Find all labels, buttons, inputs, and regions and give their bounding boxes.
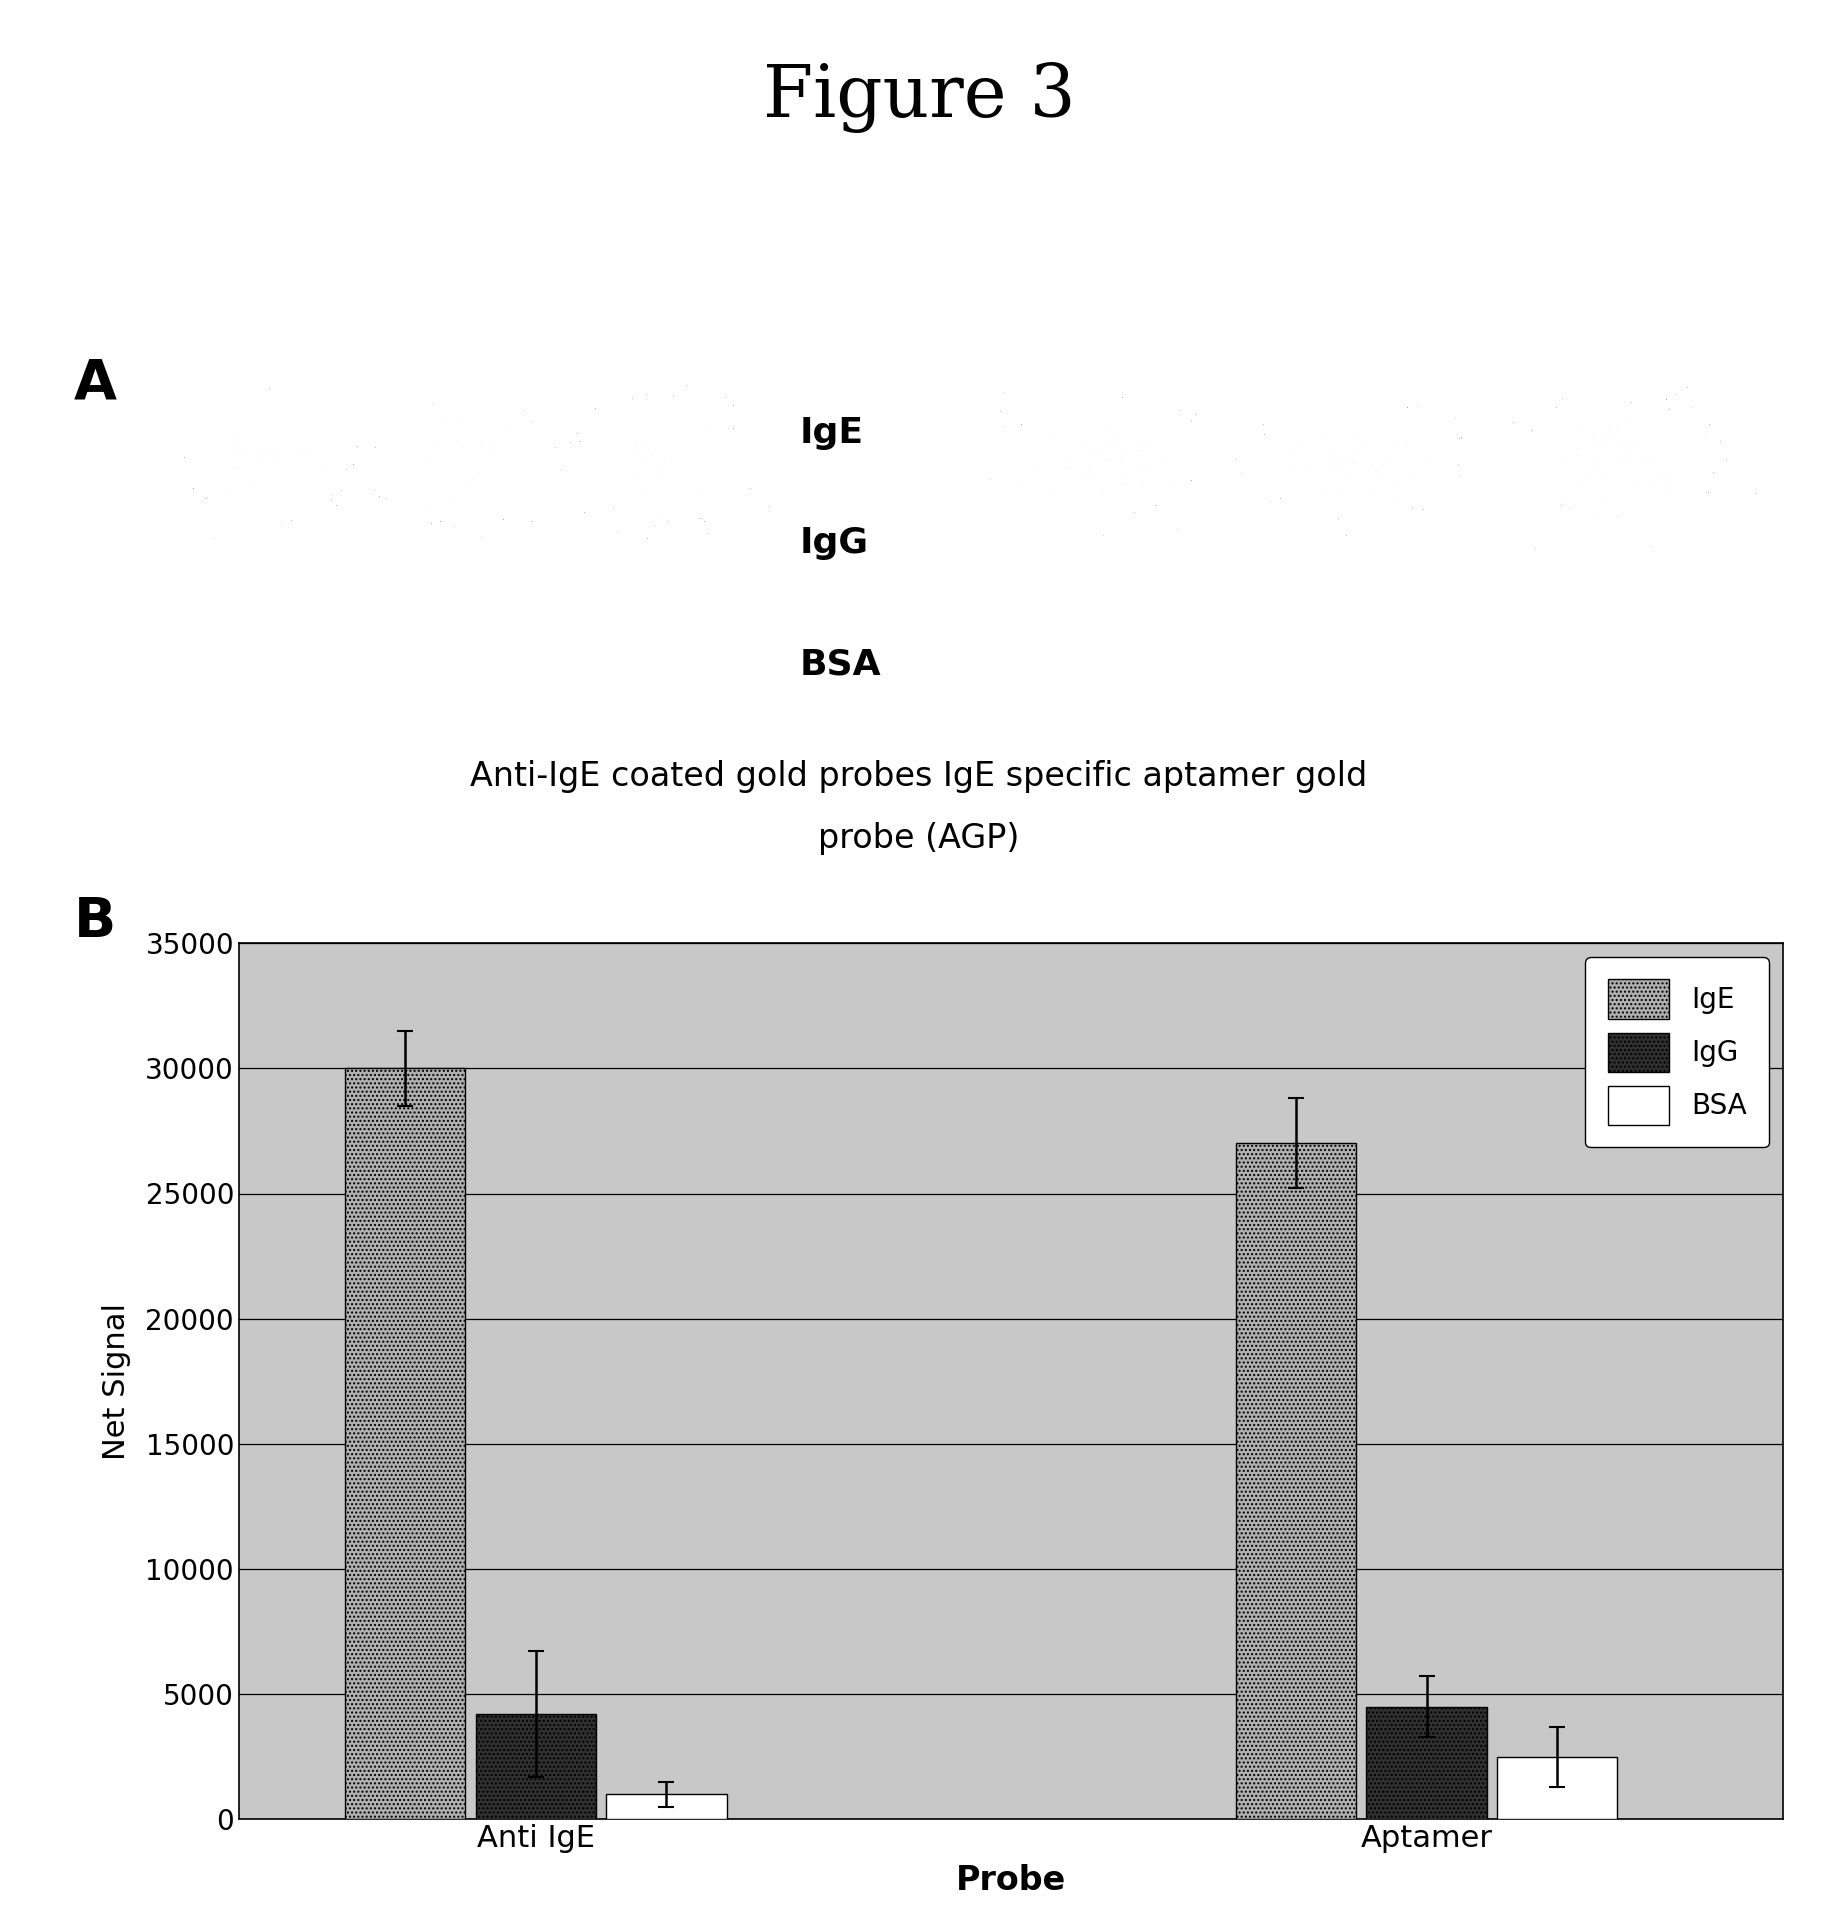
Text: A: A	[74, 356, 116, 410]
Ellipse shape	[390, 398, 548, 520]
Text: BSA: BSA	[800, 647, 880, 681]
Text: IgE: IgE	[800, 416, 864, 450]
Ellipse shape	[1570, 545, 1667, 576]
Text: Anti-IgE coated gold probes IgE specific aptamer gold: Anti-IgE coated gold probes IgE specific…	[471, 760, 1367, 793]
Bar	[1366, 1706, 1487, 1819]
Text: Figure 3: Figure 3	[763, 62, 1075, 133]
Ellipse shape	[1053, 545, 1151, 576]
Text: IgG: IgG	[800, 526, 869, 560]
Bar	[476, 1713, 596, 1819]
Text: probe (AGP): probe (AGP)	[818, 822, 1020, 855]
Text: B: B	[74, 895, 116, 949]
Ellipse shape	[1312, 545, 1408, 576]
Bar	[346, 1068, 465, 1819]
Bar	[1498, 1756, 1617, 1819]
Bar	[1235, 1143, 1356, 1819]
Ellipse shape	[189, 398, 347, 520]
X-axis label: Probe: Probe	[956, 1863, 1066, 1898]
Ellipse shape	[632, 547, 693, 574]
Ellipse shape	[239, 547, 300, 574]
Y-axis label: Net Signal: Net Signal	[103, 1303, 132, 1459]
Ellipse shape	[584, 398, 743, 520]
Ellipse shape	[1263, 404, 1458, 514]
Legend: IgE, IgG, BSA: IgE, IgG, BSA	[1586, 957, 1768, 1147]
Bar	[607, 1794, 726, 1819]
Ellipse shape	[1004, 404, 1198, 514]
Ellipse shape	[439, 547, 500, 574]
Ellipse shape	[1522, 404, 1717, 514]
